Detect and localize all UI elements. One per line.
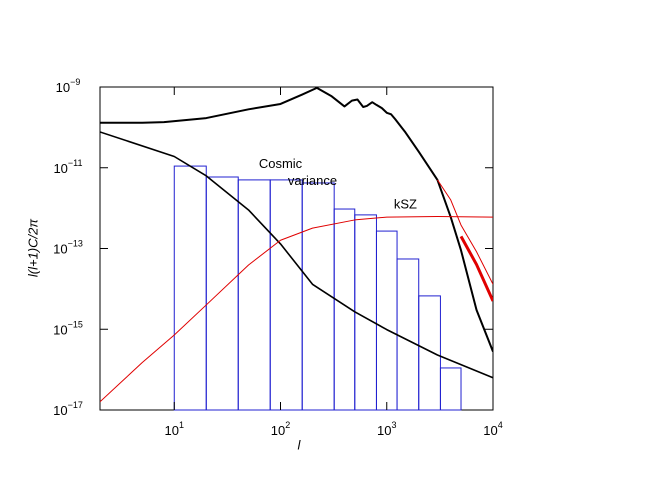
- histogram-bar: [301, 182, 335, 411]
- annotation: Cosmic: [259, 156, 303, 171]
- series-line: [100, 87, 493, 352]
- x-tick-label: 104: [483, 420, 502, 438]
- y-tick-label: 10−13: [53, 239, 83, 257]
- x-tick-label: 102: [271, 420, 290, 438]
- y-tick-label: 10−9: [56, 77, 81, 95]
- histogram-bar: [173, 165, 207, 411]
- y-tick-label: 10−11: [53, 158, 82, 176]
- series-line: [100, 131, 493, 379]
- y-axis-label: l(l+1)C/2π: [25, 219, 40, 277]
- histogram-bar: [396, 258, 420, 411]
- y-tick-label: 10−15: [53, 320, 83, 338]
- x-tick-label: 101: [165, 420, 184, 438]
- histogram-bar: [418, 295, 441, 411]
- x-axis-label: l: [298, 437, 302, 452]
- series-line: [437, 179, 493, 285]
- y-tick-label: 10−17: [53, 400, 83, 418]
- histogram-bar: [205, 176, 239, 411]
- histogram-bar: [375, 230, 398, 411]
- series-line: [459, 235, 493, 302]
- histogram-bar: [439, 367, 462, 411]
- x-tick-label: 103: [377, 420, 396, 438]
- histogram-bar: [269, 179, 303, 411]
- annotation: kSZ: [394, 196, 417, 211]
- histogram-bar: [354, 214, 377, 411]
- annotation: variance: [288, 173, 337, 188]
- plot-frame: [99, 86, 494, 411]
- histogram-bar: [237, 179, 271, 411]
- series-line: [100, 216, 493, 403]
